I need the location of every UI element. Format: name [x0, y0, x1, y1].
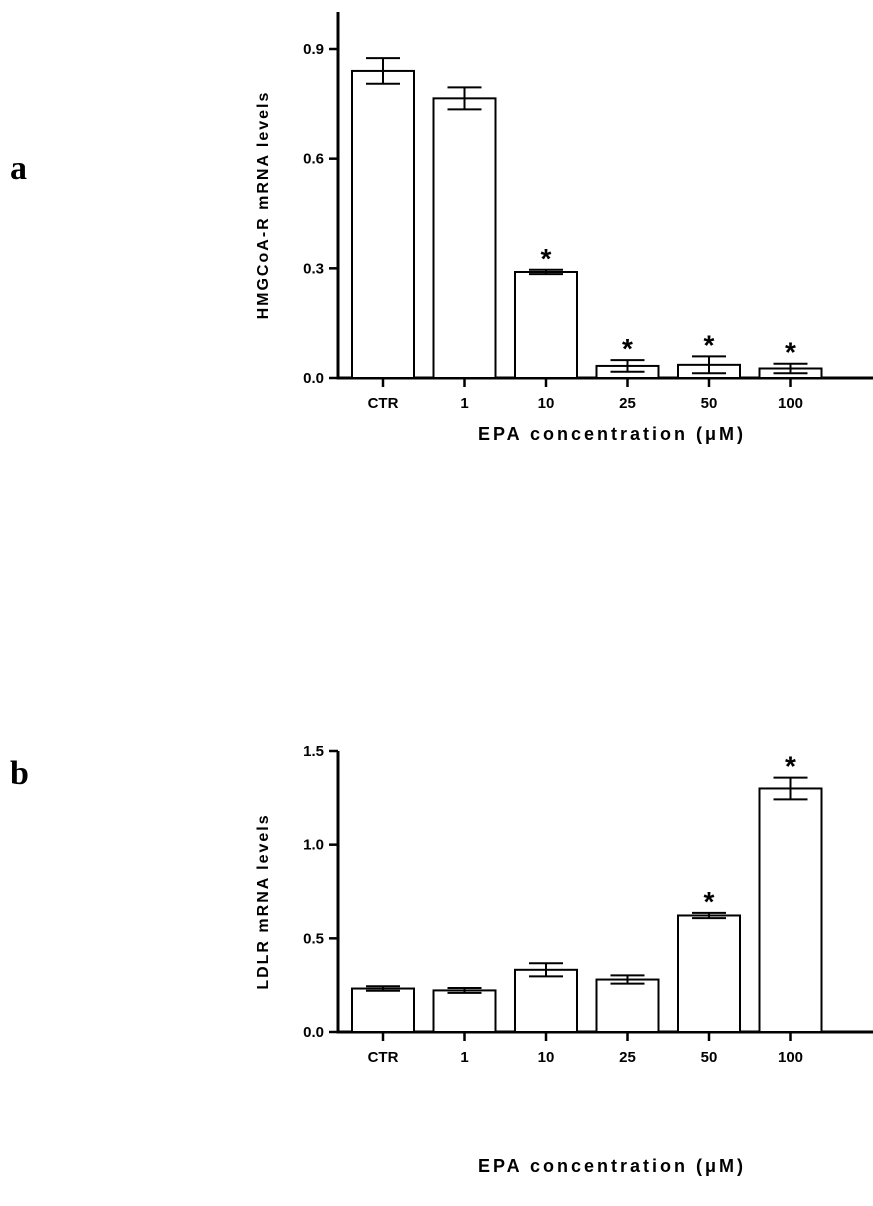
- x-tick-label: 100: [778, 395, 803, 412]
- x-tick-label: 25: [619, 1049, 636, 1066]
- significance-marker: *: [541, 243, 552, 274]
- y-tick-label: 0.5: [303, 930, 324, 947]
- x-axis-label: EPA concentration (μM): [478, 1156, 746, 1176]
- x-tick-label: 100: [778, 1049, 803, 1066]
- significance-marker: *: [704, 886, 715, 917]
- bar: [432, 97, 497, 379]
- bar: [351, 69, 415, 380]
- panel-b-letter: b: [10, 755, 29, 792]
- bar: [595, 978, 660, 1034]
- bar: [514, 270, 578, 379]
- chart-panel-a: 0.0 0.3 0.6 0.9 CTR 1 10 * 25 * 50 * 100 * HMGCoA-R mR…: [255, 12, 873, 444]
- chart-panel-b: 0.0 0.5 1.0 1.5 CTR 1 10 25 50 * 100 * LDLR mRNA lev…: [255, 743, 873, 1176]
- x-tick-label: 10: [538, 1049, 555, 1066]
- significance-marker: *: [704, 329, 715, 360]
- y-axis-label: HMGCoA-R mRNA levels: [255, 91, 272, 320]
- x-tick-label: 1: [460, 1049, 468, 1066]
- y-tick-label: 0.0: [303, 1024, 324, 1041]
- panel-a-letter: a: [10, 150, 27, 187]
- y-tick-label: 0.0: [303, 370, 324, 387]
- x-tick-label: 25: [619, 395, 636, 412]
- x-tick-label: CTR: [368, 1049, 399, 1066]
- x-tick-label: 50: [701, 395, 718, 412]
- bar: [351, 987, 415, 1034]
- significance-marker: *: [622, 333, 633, 364]
- y-tick-label: 0.3: [303, 260, 324, 277]
- significance-marker: *: [785, 751, 796, 782]
- bar: [758, 787, 823, 1034]
- y-tick-label: 0.6: [303, 151, 324, 168]
- y-tick-label: 1.5: [303, 743, 324, 760]
- y-tick-label: 1.0: [303, 837, 324, 854]
- x-tick-label: 10: [538, 395, 555, 412]
- x-tick-label: 1: [460, 395, 468, 412]
- bar: [432, 989, 497, 1033]
- x-tick-label: 50: [701, 1049, 718, 1066]
- bar: [677, 914, 741, 1033]
- x-axis-label: EPA concentration (μM): [478, 424, 746, 444]
- bar: [514, 968, 578, 1034]
- y-tick-label: 0.9: [303, 41, 324, 58]
- y-axis-label: LDLR mRNA levels: [255, 813, 272, 989]
- significance-marker: *: [785, 337, 796, 368]
- x-tick-label: CTR: [368, 395, 399, 412]
